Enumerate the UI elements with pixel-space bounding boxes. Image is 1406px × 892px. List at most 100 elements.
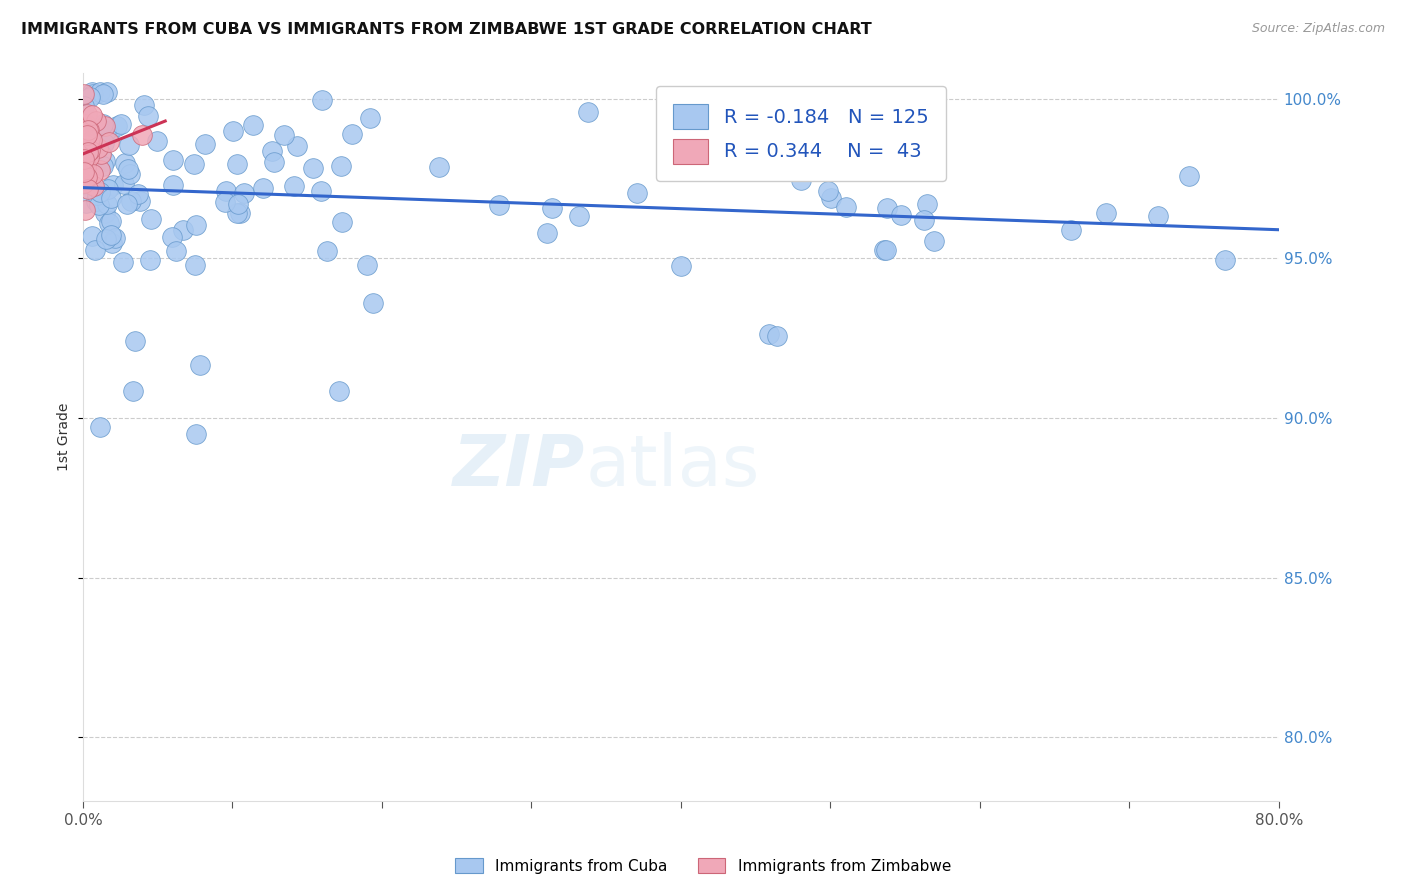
Point: [98, 135, 121, 149]
Point: [131, 128, 153, 142]
Point: [93, 205, 115, 219]
Point: [76, 128, 98, 142]
Point: [817, 184, 839, 198]
Point: [77, 136, 100, 151]
Point: [117, 161, 139, 176]
Point: [876, 201, 898, 215]
Point: [89, 198, 111, 212]
Point: [72, 118, 94, 132]
Point: [84, 114, 107, 128]
Point: [105, 119, 128, 133]
Point: [924, 234, 946, 248]
Point: [75, 133, 97, 147]
Point: [75, 160, 97, 174]
Point: [576, 105, 599, 120]
Point: [359, 111, 381, 125]
Point: [73, 203, 96, 218]
Point: [96, 85, 118, 99]
Point: [89, 185, 111, 199]
Text: Source: ZipAtlas.com: Source: ZipAtlas.com: [1251, 22, 1385, 36]
Point: [76, 145, 98, 160]
Point: [84, 194, 107, 209]
Text: IMMIGRANTS FROM CUBA VS IMMIGRANTS FROM ZIMBABWE 1ST GRADE CORRELATION CHART: IMMIGRANTS FROM CUBA VS IMMIGRANTS FROM …: [21, 22, 872, 37]
Point: [1213, 253, 1236, 268]
Point: [162, 153, 184, 168]
Point: [184, 426, 207, 441]
Point: [73, 172, 96, 186]
Point: [330, 160, 353, 174]
Point: [86, 188, 108, 202]
Point: [1147, 209, 1170, 223]
Point: [72, 146, 94, 161]
Point: [127, 187, 149, 202]
Point: [72, 165, 94, 179]
Point: [675, 161, 697, 175]
Point: [76, 169, 98, 184]
Point: [132, 98, 155, 112]
Point: [214, 184, 236, 198]
Point: [311, 184, 333, 198]
Point: [138, 252, 160, 267]
Point: [139, 212, 162, 227]
Point: [194, 137, 217, 152]
Point: [128, 194, 150, 208]
Point: [84, 243, 107, 257]
Point: [93, 159, 115, 173]
Point: [273, 128, 295, 143]
Text: atlas: atlas: [585, 432, 759, 500]
Point: [626, 186, 648, 200]
Point: [100, 214, 122, 228]
Point: [89, 85, 111, 99]
Point: [124, 334, 146, 348]
Point: [165, 244, 187, 258]
Point: [79, 131, 101, 145]
Point: [263, 154, 285, 169]
Point: [541, 201, 564, 215]
Point: [82, 167, 104, 181]
Point: [283, 178, 305, 193]
Point: [75, 128, 97, 143]
Point: [75, 196, 97, 211]
Point: [79, 145, 101, 160]
Point: [73, 176, 96, 190]
Point: [93, 136, 115, 151]
Point: [184, 218, 207, 232]
Point: [122, 384, 145, 399]
Point: [83, 179, 105, 194]
Point: [97, 182, 120, 196]
Point: [76, 169, 98, 184]
Point: [75, 140, 97, 154]
Point: [80, 108, 103, 122]
Point: [669, 260, 692, 274]
Point: [488, 198, 510, 212]
Point: [100, 227, 122, 242]
Point: [214, 194, 236, 209]
Point: [841, 128, 863, 142]
Point: [72, 160, 94, 174]
Point: [183, 157, 205, 171]
Point: [75, 153, 97, 167]
Point: [97, 216, 120, 230]
Point: [75, 163, 97, 178]
Point: [90, 146, 112, 161]
Point: [110, 116, 132, 130]
Point: [80, 85, 103, 99]
Point: [912, 212, 935, 227]
Point: [83, 140, 105, 154]
Point: [100, 191, 122, 205]
Point: [87, 141, 110, 155]
Point: [89, 163, 111, 178]
Point: [316, 244, 339, 259]
Point: [188, 358, 211, 372]
Point: [79, 143, 101, 157]
Point: [73, 142, 96, 156]
Point: [332, 215, 354, 229]
Point: [89, 420, 111, 434]
Point: [890, 208, 912, 222]
Point: [427, 160, 450, 174]
Point: [873, 244, 896, 258]
Point: [758, 326, 780, 341]
Point: [115, 196, 138, 211]
Point: [820, 191, 842, 205]
Text: ZIP: ZIP: [453, 432, 585, 500]
